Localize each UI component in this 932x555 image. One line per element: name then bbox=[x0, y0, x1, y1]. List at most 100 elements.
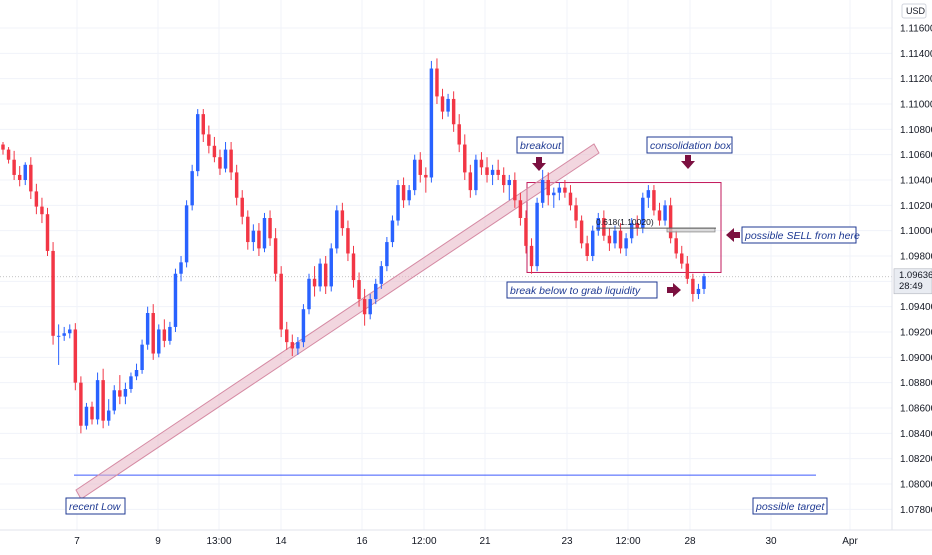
candle-body bbox=[101, 380, 105, 421]
y-tick-label: 1.08000 bbox=[900, 480, 932, 491]
candle-body bbox=[429, 68, 434, 178]
candle-body bbox=[457, 124, 461, 145]
time-axis[interactable]: 7 9 13:00 14 16 12:00 21 23 12:00 28 30 Apr bbox=[74, 536, 858, 547]
candle-body bbox=[474, 159, 478, 191]
last-price-tag: 1.09636 28:49 bbox=[893, 268, 932, 295]
candle-body bbox=[529, 245, 534, 267]
candle-body bbox=[496, 169, 500, 175]
candle-body bbox=[195, 114, 200, 172]
candle-body bbox=[585, 243, 589, 256]
candle-body bbox=[657, 210, 662, 221]
y-tick-label: 1.11400 bbox=[900, 49, 932, 60]
candle-body bbox=[73, 329, 78, 383]
candle-body bbox=[51, 250, 55, 336]
annotation-liquidity: break below to grab liquidity bbox=[506, 281, 658, 299]
x-tick-label: 7 bbox=[74, 536, 80, 547]
candle-body bbox=[591, 230, 595, 256]
candle-body bbox=[6, 149, 11, 160]
candle-body bbox=[507, 180, 512, 186]
candle-body bbox=[357, 280, 361, 300]
candle-body bbox=[312, 278, 317, 287]
candle-body bbox=[468, 172, 473, 191]
candle-body bbox=[596, 218, 601, 231]
candle-body bbox=[56, 335, 61, 337]
annotation-recent-low-text: recent Low bbox=[69, 501, 122, 513]
candle-body bbox=[23, 164, 27, 180]
candle-body bbox=[17, 174, 22, 180]
candle-body bbox=[129, 376, 133, 389]
candle-body bbox=[524, 218, 528, 246]
candle-body bbox=[696, 288, 701, 294]
candle-body bbox=[646, 190, 651, 198]
candle-body bbox=[490, 169, 495, 175]
candle-body bbox=[680, 253, 684, 264]
candle-body bbox=[218, 157, 222, 169]
y-tick-label: 1.08800 bbox=[900, 378, 932, 389]
candle-body bbox=[40, 206, 44, 215]
candle-body bbox=[323, 263, 328, 287]
candle-body bbox=[412, 159, 417, 191]
candle-body bbox=[674, 238, 678, 254]
candle-body bbox=[112, 390, 116, 411]
candle-body bbox=[84, 406, 89, 426]
candle-body bbox=[346, 228, 350, 254]
candle-body bbox=[440, 96, 445, 112]
candle-body bbox=[668, 205, 673, 239]
candle-body bbox=[602, 218, 606, 236]
candle-body bbox=[229, 149, 233, 173]
y-tick-label: 1.11200 bbox=[900, 74, 932, 85]
candle-body bbox=[557, 187, 562, 193]
y-tick-label: 1.11600 bbox=[900, 24, 932, 35]
candle-body bbox=[385, 242, 389, 267]
arrow-down-breakout bbox=[532, 157, 546, 171]
candle-body bbox=[307, 278, 311, 310]
candle-body bbox=[446, 98, 450, 112]
candle-body bbox=[29, 164, 33, 192]
annotation-recent-low: recent Low bbox=[65, 497, 126, 515]
annotation-target: possible target bbox=[752, 497, 828, 515]
candle-body bbox=[407, 190, 411, 201]
x-tick-label: Apr bbox=[842, 536, 858, 547]
y-tick-label: 1.10800 bbox=[900, 125, 932, 136]
last-price-text: 1.09636 bbox=[899, 270, 932, 281]
x-tick-label: 30 bbox=[765, 536, 777, 547]
annotation-breakout: breakout bbox=[516, 136, 564, 154]
candle-body bbox=[351, 253, 356, 281]
candle-body bbox=[234, 172, 239, 198]
candle-body bbox=[134, 370, 139, 377]
y-tick-label: 1.08600 bbox=[900, 404, 932, 415]
currency-text: USD bbox=[906, 6, 926, 16]
y-tick-label: 1.10600 bbox=[900, 150, 932, 161]
candle-body bbox=[95, 380, 100, 420]
candle-body bbox=[624, 238, 628, 249]
candle-body bbox=[424, 174, 428, 178]
trendline-channel bbox=[75, 143, 600, 500]
candle-body bbox=[240, 197, 244, 217]
candle-body bbox=[246, 216, 250, 243]
candle-body bbox=[685, 263, 690, 279]
annotation-consolidation-text: consolidation box bbox=[650, 140, 732, 152]
candle-body bbox=[173, 273, 178, 327]
candle-body bbox=[79, 382, 83, 426]
annotation-liquidity-text: break below to grab liquidity bbox=[510, 285, 641, 297]
candle-body bbox=[663, 205, 667, 221]
candle-body bbox=[618, 230, 623, 249]
candle-body bbox=[285, 329, 289, 343]
fib-label: 0.618(1.10020) bbox=[596, 217, 654, 227]
candle-body bbox=[552, 192, 556, 196]
y-tick-label: 1.07800 bbox=[900, 505, 932, 516]
candle-body bbox=[301, 309, 306, 343]
candle-body bbox=[607, 235, 612, 244]
annotation-sell-text: possible SELL from here bbox=[744, 230, 860, 242]
candle-body bbox=[390, 220, 395, 243]
annotation-sell: possible SELL from here bbox=[741, 226, 860, 244]
candle-body bbox=[329, 248, 333, 287]
candle-body bbox=[435, 68, 439, 97]
x-tick-label: 12:00 bbox=[411, 536, 436, 547]
candle-body bbox=[268, 218, 272, 239]
candle-body bbox=[374, 283, 378, 300]
candle-body bbox=[273, 238, 278, 274]
candles bbox=[1, 58, 706, 434]
